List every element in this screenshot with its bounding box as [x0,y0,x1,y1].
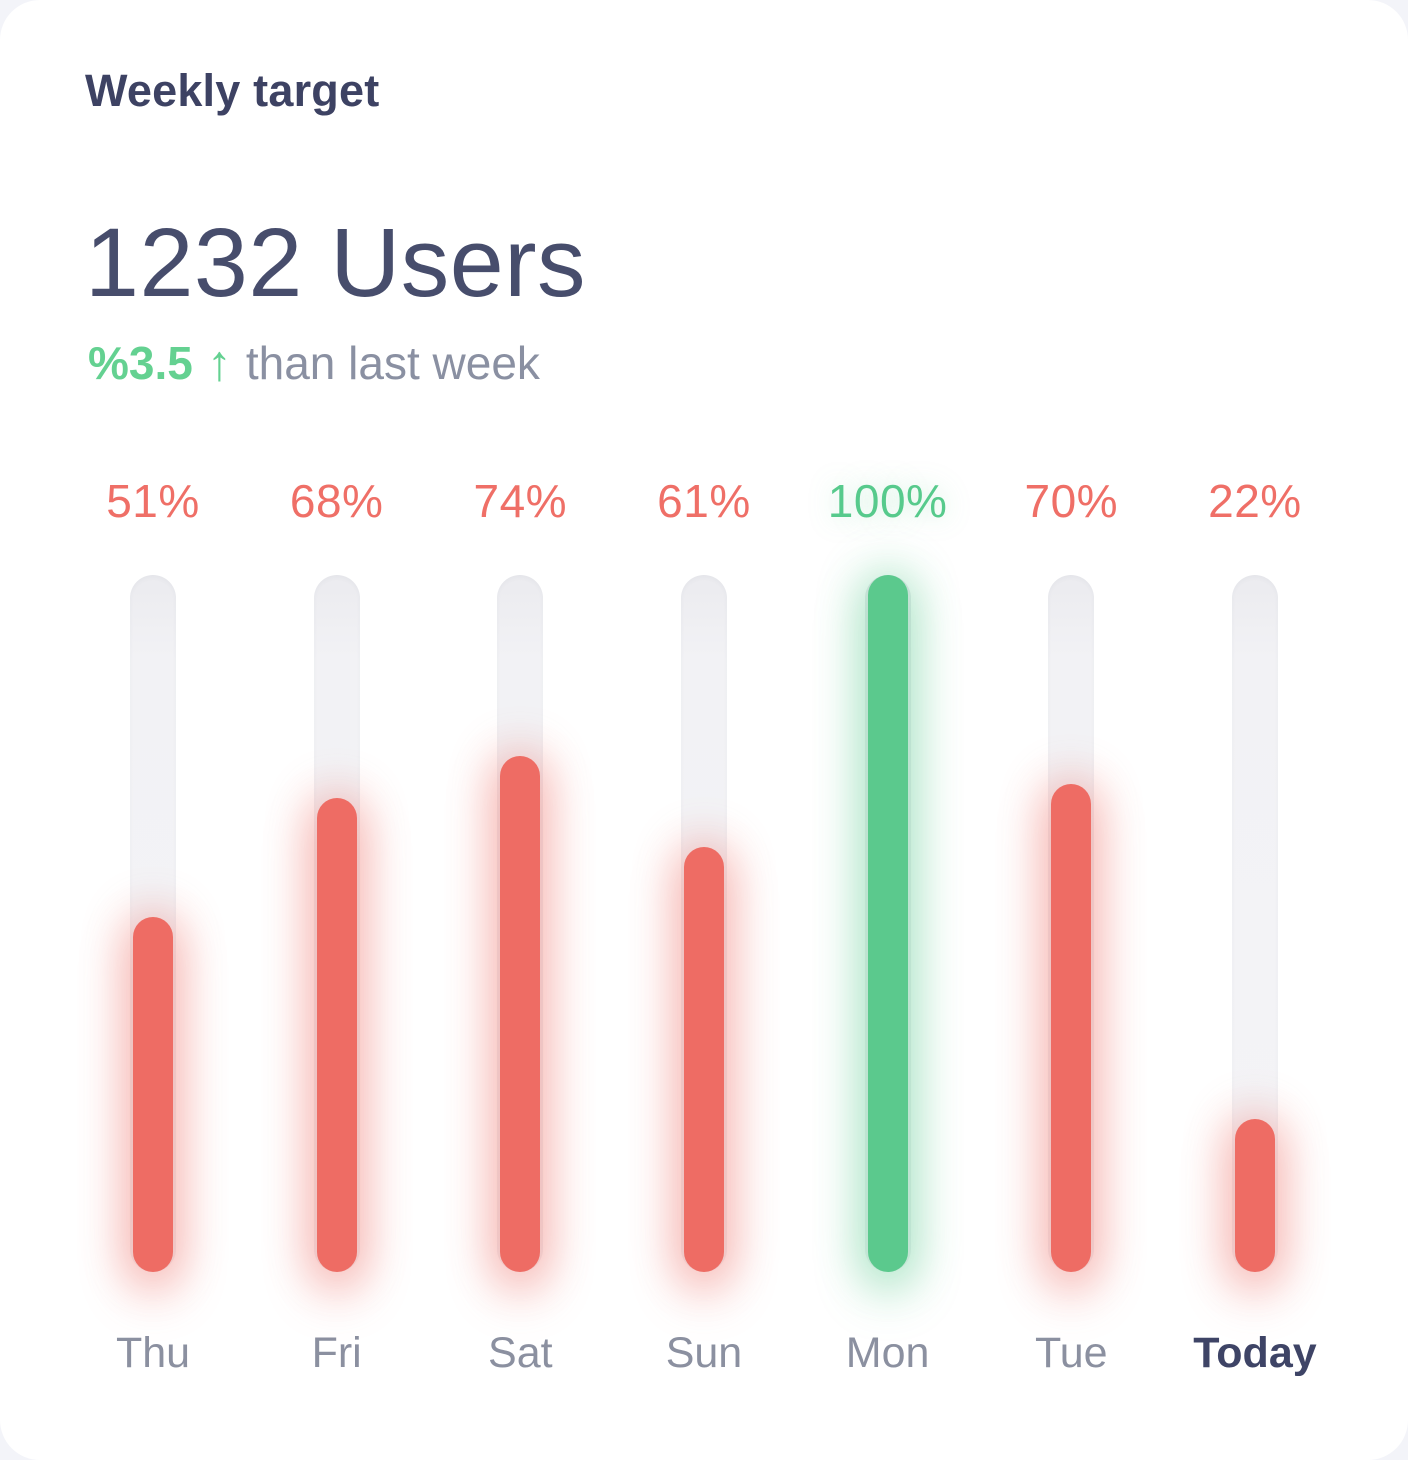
day-label-sat: Sat [488,1329,553,1377]
progress-bar-tue[interactable] [1048,575,1095,1272]
delta-value: %3.5 [88,337,193,389]
bar-fill-sun [683,846,724,1272]
progress-bar-sat[interactable] [497,575,544,1272]
delta-row: %3.5 ↑ than last week [88,334,1408,392]
chart-column-today: 22% Today [1190,472,1320,1379]
percent-label-tue: 70% [1024,475,1119,527]
day-label-fri: Fri [311,1329,362,1377]
bar-fill-today [1234,1118,1275,1272]
percent-label-sat: 74% [473,475,568,527]
percent-label-today: 22% [1208,475,1302,527]
day-label-thu: Thu [115,1329,191,1377]
progress-bar-today[interactable] [1231,575,1278,1272]
chart-column-sun: 61% Sun [639,472,769,1379]
chart-column-thu: 51% Thu [88,472,218,1379]
progress-bar-fri[interactable] [313,575,360,1272]
delta-note: than last week [245,337,540,389]
bar-fill-sat [500,756,541,1272]
chart-column-fri: 68% Fri [272,472,402,1379]
day-label-sun: Sun [665,1329,743,1377]
percent-label-sun: 61% [657,475,751,527]
chart-column-tue: 70% Tue [1006,472,1136,1379]
chart-column-sat: 74% Sat [455,472,585,1379]
bar-fill-thu [133,916,173,1272]
percent-label-mon: 100% [827,475,948,527]
day-label-today: Today [1193,1329,1317,1377]
percent-label-thu: 51% [106,475,200,527]
progress-bar-mon[interactable] [864,575,911,1272]
arrow-up-icon: ↑ [206,335,232,391]
progress-bar-sun[interactable] [680,575,727,1272]
day-label-tue: Tue [1035,1329,1108,1377]
day-label-mon: Mon [845,1329,930,1377]
percent-label-fri: 68% [289,475,384,527]
bar-fill-tue [1051,784,1092,1272]
chart-column-mon: 100% Mon [823,472,953,1379]
users-total: 1232 Users [85,208,587,317]
weekly-bar-chart: 51% Thu 68% Fri 74% Sat 61% Sun 100% Mon 70% Tue 22%… [0,472,1408,1379]
bar-fill-mon [867,575,908,1272]
bar-fill-fri [316,798,357,1272]
progress-bar-thu[interactable] [130,575,176,1272]
card-title: Weekly target [85,65,380,116]
